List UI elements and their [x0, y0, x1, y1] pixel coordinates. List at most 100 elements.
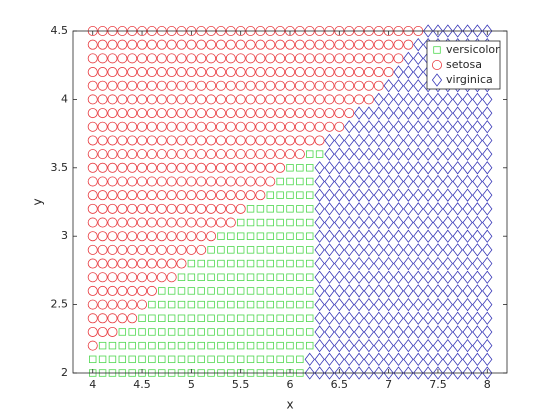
marker-diamond [344, 133, 355, 148]
marker-circle [97, 80, 108, 91]
marker-square [286, 328, 294, 336]
marker-diamond [344, 311, 355, 325]
marker-circle [117, 67, 128, 78]
marker-diamond [472, 174, 483, 189]
marker-circle [107, 272, 118, 283]
marker-diamond [462, 106, 473, 120]
marker-diamond [363, 270, 375, 284]
marker-circle [146, 135, 157, 146]
x-tick-label: 5 [188, 378, 195, 391]
marker-diamond [432, 311, 444, 325]
marker-circle [324, 108, 335, 119]
marker-circle [265, 80, 276, 91]
marker-circle [284, 108, 295, 119]
marker-diamond [334, 161, 345, 175]
marker-diamond [452, 270, 463, 284]
marker-circle [107, 217, 118, 228]
marker-circle [176, 39, 187, 50]
marker-circle [146, 162, 157, 173]
marker-diamond [344, 202, 355, 216]
marker-diamond [413, 161, 424, 175]
marker-circle [97, 326, 108, 337]
marker-square [256, 218, 265, 227]
marker-circle [196, 190, 207, 201]
marker-diamond [403, 188, 414, 202]
marker-square [296, 314, 304, 322]
marker-diamond [452, 229, 463, 243]
marker-circle [255, 67, 266, 78]
marker-square [197, 287, 205, 295]
marker-square [207, 259, 215, 268]
marker-diamond [403, 215, 414, 230]
marker-square [197, 273, 205, 281]
marker-circle [196, 217, 207, 228]
marker-diamond [472, 106, 483, 120]
marker-circle [196, 108, 207, 119]
marker-circle [284, 80, 295, 91]
marker-circle [304, 108, 315, 119]
marker-diamond [334, 202, 345, 216]
marker-diamond [393, 311, 404, 325]
marker-diamond [363, 215, 375, 230]
marker-square [266, 314, 274, 322]
marker-circle [156, 39, 167, 50]
marker-circle [127, 162, 138, 173]
marker-circle [97, 121, 108, 132]
marker-circle [97, 108, 108, 119]
marker-square [296, 259, 304, 268]
marker-square [296, 191, 304, 199]
marker-diamond [383, 338, 394, 353]
marker-circle [324, 53, 335, 64]
marker-diamond [403, 284, 414, 298]
marker-circle [225, 217, 236, 228]
marker-diamond [482, 92, 493, 107]
marker-circle [137, 285, 148, 296]
marker-diamond [344, 338, 355, 353]
marker-diamond [353, 352, 365, 366]
marker-circle [196, 244, 207, 255]
marker-circle [137, 67, 148, 78]
marker-square [118, 355, 127, 364]
marker-diamond [452, 174, 463, 189]
marker-diamond [452, 243, 463, 257]
marker-diamond [403, 229, 414, 243]
marker-circle [166, 94, 177, 105]
marker-circle [196, 39, 207, 50]
marker-circle [245, 190, 256, 201]
marker-diamond [442, 270, 453, 284]
marker-square [266, 341, 274, 350]
marker-square [227, 300, 235, 309]
marker-square [118, 341, 127, 350]
marker-circle [87, 217, 98, 228]
y-tick-label: 2.5 [51, 298, 69, 311]
marker-square [167, 355, 176, 364]
marker-diamond [314, 174, 325, 189]
marker-diamond [462, 215, 473, 230]
marker-circle [107, 313, 118, 324]
marker-circle [117, 217, 128, 228]
marker-square [246, 287, 255, 295]
marker-circle [284, 149, 295, 160]
marker-circle [245, 162, 256, 173]
marker-square [197, 300, 205, 309]
marker-circle [97, 299, 108, 310]
marker-diamond [383, 311, 394, 325]
marker-circle [294, 135, 305, 146]
marker-square [227, 314, 235, 322]
marker-diamond [482, 270, 493, 284]
marker-diamond [442, 92, 453, 107]
marker-circle [107, 299, 118, 310]
marker-square [177, 328, 186, 336]
marker-diamond [462, 352, 473, 366]
marker-circle [344, 80, 355, 91]
marker-circle [344, 67, 355, 78]
marker-square [236, 232, 245, 240]
marker-diamond [413, 229, 424, 243]
marker-square [266, 246, 274, 254]
marker-diamond [452, 120, 463, 134]
marker-square [286, 205, 294, 213]
marker-diamond [383, 106, 394, 120]
marker-diamond [472, 120, 483, 134]
marker-square [256, 328, 265, 336]
marker-diamond [413, 133, 424, 148]
